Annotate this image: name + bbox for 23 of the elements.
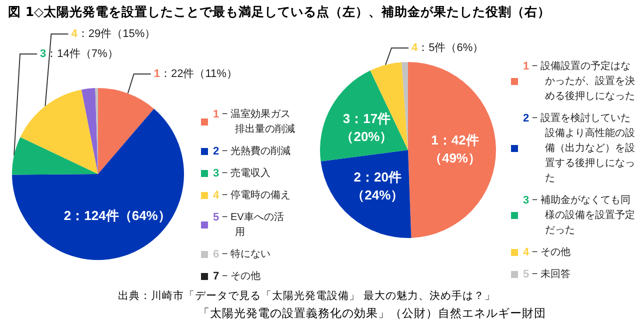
legend-label: 7 − その他	[213, 270, 261, 282]
source-note: 出典：川崎市「データで見る「太陽光発電設備」 最大の魅力、決め手は？」	[118, 289, 496, 304]
legend-label: 4 − その他	[523, 246, 571, 258]
legend-label: 5 − EV車への活用	[213, 211, 284, 238]
legend-label: 5 − 未回答	[523, 268, 571, 280]
legend-label: 3 − 補助金がなくても同様の設備を設置予定だった	[523, 194, 635, 236]
legend-label: 3 − 売電収入	[213, 167, 271, 180]
legend-label: 2 − 光熱費の削減	[213, 145, 291, 158]
data-label: 2：20件（24%）	[352, 169, 404, 202]
data-label: 1：42件（49%）	[428, 132, 482, 166]
legend-label: 2 − 設置を検討していた設備より高性能の設備（出力など）を設置する後押しになった	[523, 112, 635, 184]
legend-label: 4 − 停電時の備え	[213, 189, 291, 202]
data-label: 3：14件（7%）	[40, 48, 118, 60]
data-label: 3：17件（20%）	[340, 111, 393, 144]
data-label: 4：5件（6%）	[411, 42, 484, 54]
data-label: 4：29件（15%）	[71, 28, 156, 40]
legend-label: 1 − 温室効果ガス排出量の削減	[213, 108, 295, 135]
legend-label: 1 − 設備設置の予定はなかったが、設置を決める後押しになった	[523, 60, 635, 102]
legend-label: 6 − 特にない	[213, 248, 271, 260]
text: 「太陽光発電の設置義務化の効果」（公財）自然エネルギー財団	[198, 305, 546, 322]
data-label: 1：22件（11%）	[154, 68, 238, 80]
data-label: 2：124件（64%）	[64, 208, 171, 224]
chart-title: 図 1◇太陽光発電を設置したことで最も満足している点（左）、補助金が果たした役割（右）	[8, 4, 551, 21]
